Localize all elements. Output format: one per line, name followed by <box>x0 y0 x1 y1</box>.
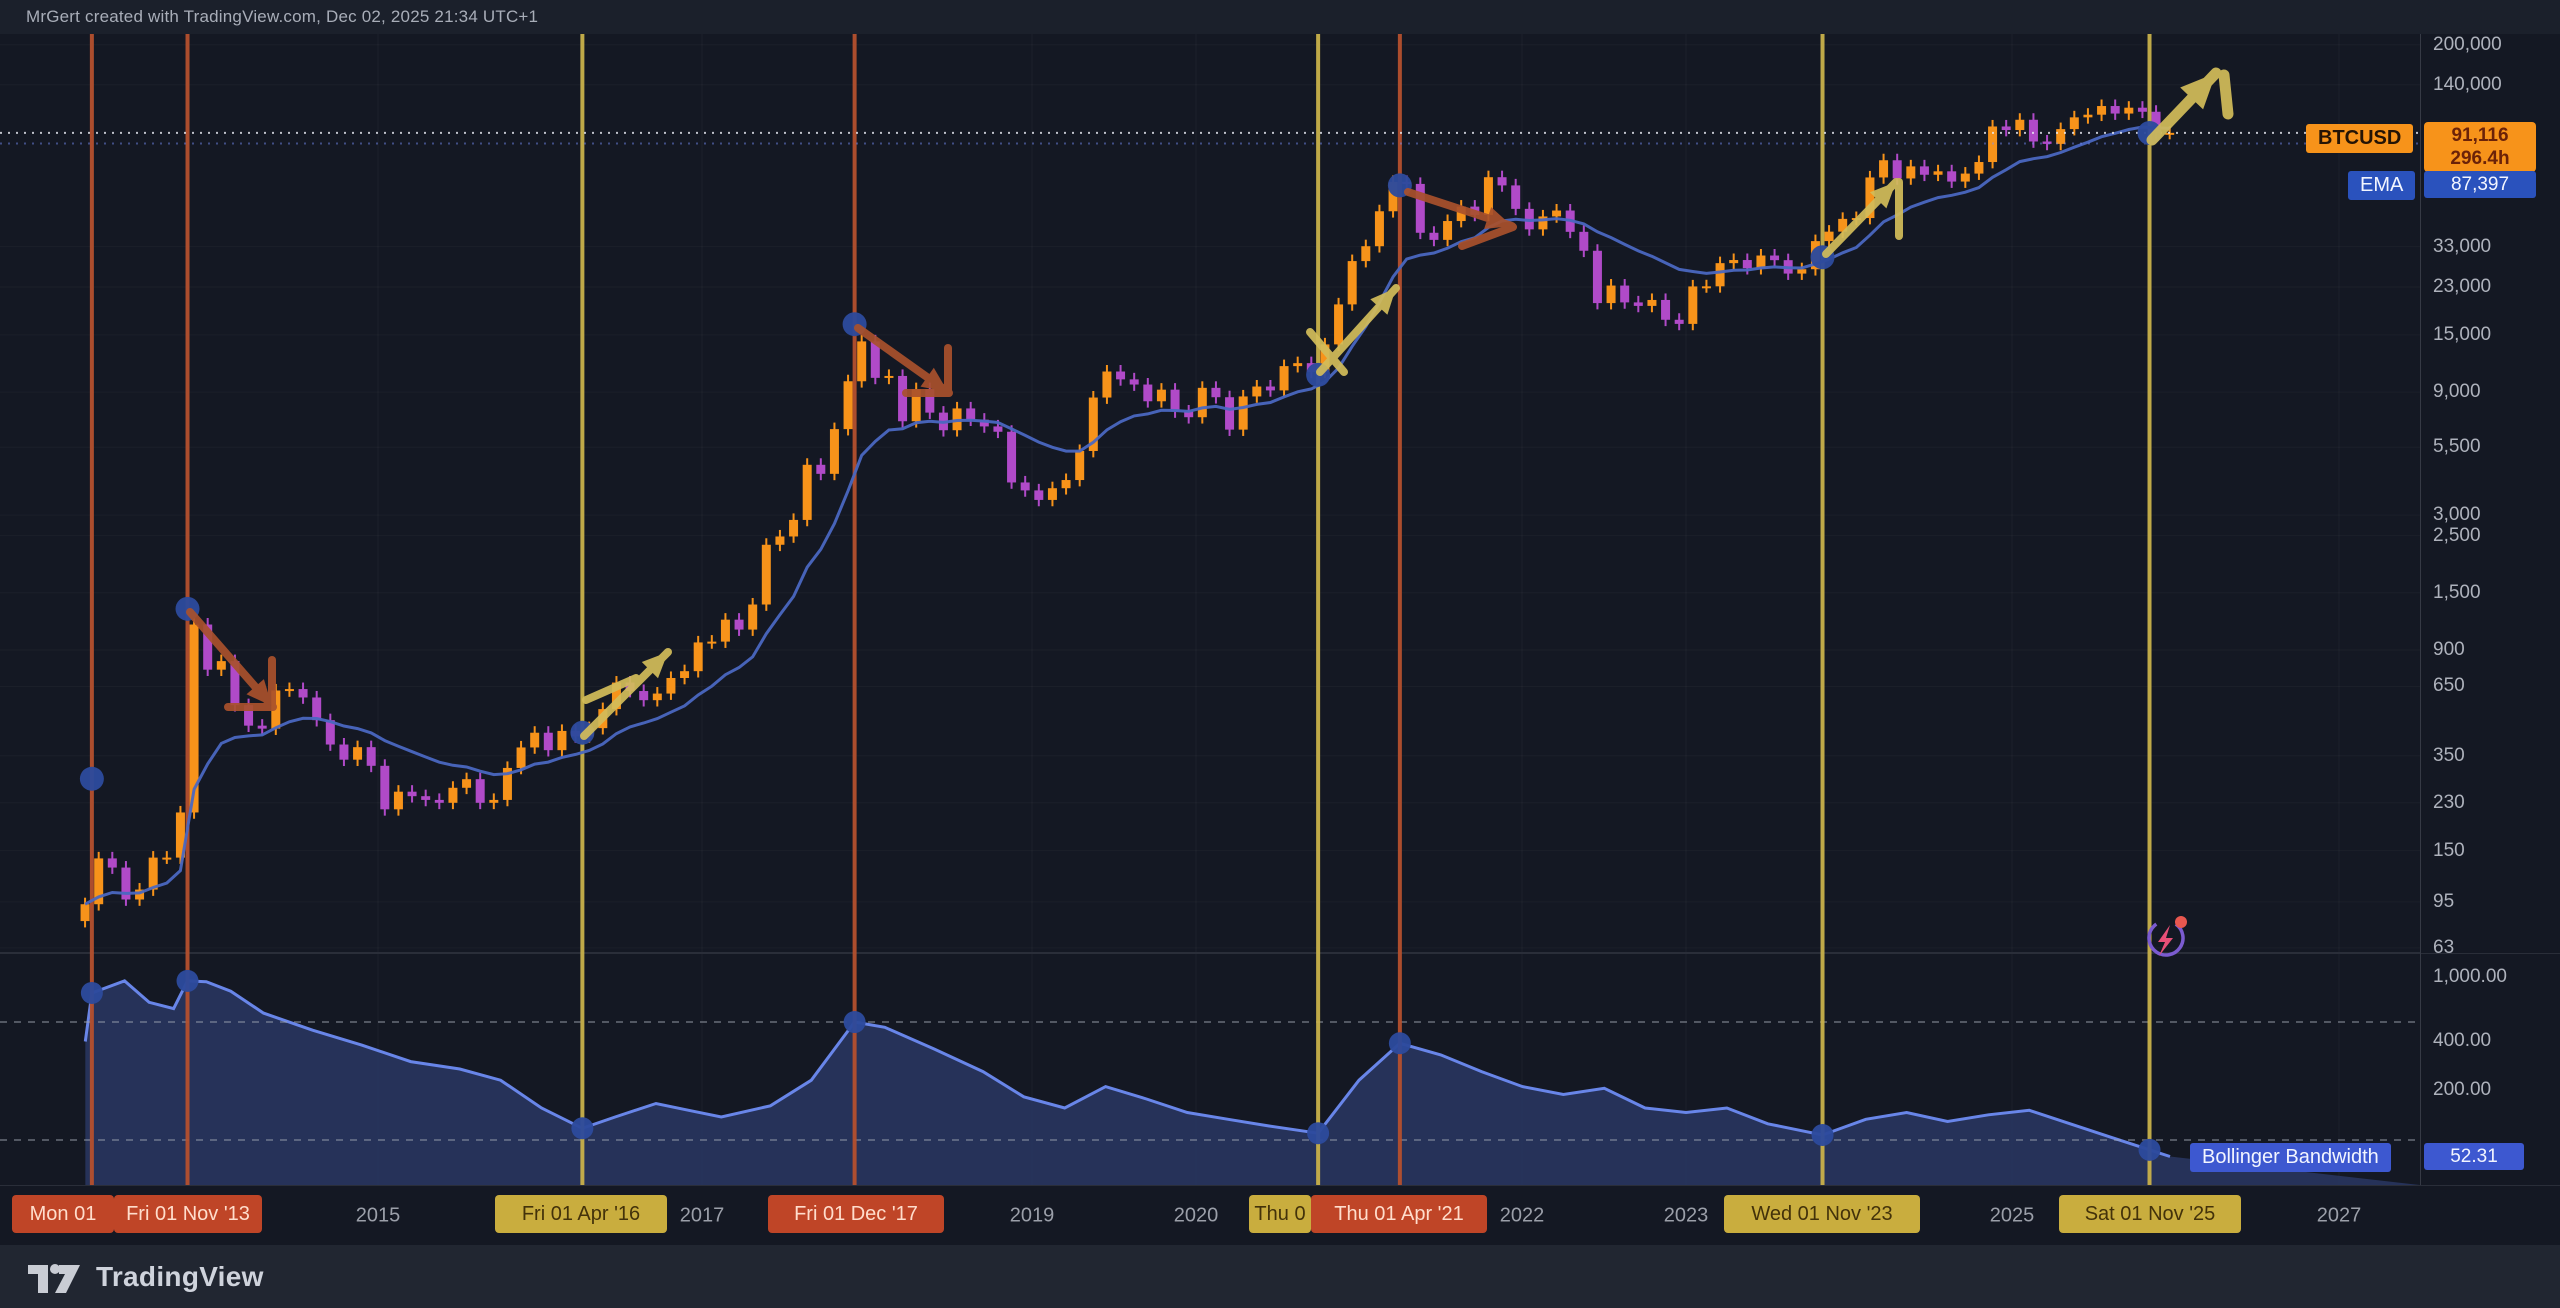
attribution-text: MrGert created with TradingView.com, Dec… <box>26 7 539 26</box>
time-axis-year-label: 2023 <box>1663 1204 1709 1227</box>
price-axis-label: 15,000 <box>2433 323 2492 345</box>
time-axis-year-label: 2020 <box>1173 1204 1219 1227</box>
price-axis-label: 350 <box>2433 744 2465 766</box>
indicator-marker-dot[interactable] <box>1307 1122 1330 1145</box>
indicator-marker-dot[interactable] <box>80 981 103 1004</box>
price-axis-label: 23,000 <box>2433 276 2492 298</box>
date-badge[interactable]: Fri 01 Dec '17 <box>768 1195 944 1233</box>
price-axis-label: 63 <box>2433 936 2455 958</box>
time-axis-year-label: 2015 <box>355 1204 401 1227</box>
chart-canvas[interactable] <box>0 0 2560 1245</box>
bollinger-bandwidth-plot <box>83 979 2420 1185</box>
drawing-arrow-yellow[interactable] <box>2146 67 2234 146</box>
date-badge[interactable]: Wed 01 Nov '23 <box>1724 1195 1920 1233</box>
indicator-marker-dot[interactable] <box>2138 1138 2161 1161</box>
price-axis-label: 1,500 <box>2433 581 2481 603</box>
tradingview-logo-icon[interactable] <box>26 1257 82 1297</box>
price-axis-label: 900 <box>2433 639 2465 660</box>
footer-brand-text[interactable]: TradingView <box>96 1260 264 1292</box>
price-axis-label: 650 <box>2433 675 2465 697</box>
attribution-bar: MrGert created with TradingView.com, Dec… <box>0 0 2560 34</box>
time-axis-year-label: 2027 <box>2316 1204 2362 1227</box>
price-axis[interactable]: 200,000 140,000 33,000 23,000 15,000 9,000 5,5… <box>2420 0 2560 1251</box>
price-axis-label: 5,500 <box>2433 436 2481 458</box>
axis-separator <box>2421 953 2560 954</box>
bar-countdown: 296.4h <box>2450 148 2510 169</box>
price-axis-label: 140,000 <box>2433 73 2502 95</box>
footer-bar: TradingView <box>0 1245 2560 1308</box>
drawing-arrow-yellow[interactable] <box>1306 284 1400 376</box>
price-axis-label: 9,000 <box>2433 381 2481 403</box>
drawing-arrow-brown[interactable] <box>854 324 953 397</box>
drawing-arrow-brown[interactable] <box>186 608 277 711</box>
indicator-marker-dot[interactable] <box>571 1117 594 1140</box>
date-badge[interactable]: Fri 01 Apr '16 <box>495 1195 667 1233</box>
ema-value-badge: 87,397 <box>2424 171 2536 198</box>
price-marker-dot[interactable] <box>79 766 104 791</box>
price-axis-label: 230 <box>2433 791 2465 813</box>
price-axis-label: 2,500 <box>2433 524 2481 546</box>
time-axis[interactable]: 2015 2017 2019 2020 2022 2023 2025 2027 Mon 01 Fr… <box>0 1185 2560 1246</box>
boost-flash-icon[interactable] <box>2142 914 2189 961</box>
date-badge[interactable]: Mon 01 <box>12 1195 114 1233</box>
price-axis-label: 33,000 <box>2433 235 2492 257</box>
date-badge[interactable]: Sat 01 Nov '25 <box>2059 1195 2241 1233</box>
drawing-arrow-yellow[interactable] <box>580 648 672 740</box>
date-badge[interactable]: Fri 01 Nov '13 <box>114 1195 262 1233</box>
time-axis-year-label: 2017 <box>679 1204 725 1227</box>
drawing-arrow-yellow[interactable] <box>1822 178 1903 258</box>
indicator-marker-dot[interactable] <box>1388 1032 1411 1055</box>
indicator-marker-dot[interactable] <box>176 969 199 992</box>
last-price-value: 91,116 <box>2451 125 2509 146</box>
price-axis-label: 95 <box>2433 890 2455 912</box>
indicator-marker-dot[interactable] <box>1811 1124 1834 1146</box>
indicator-axis-label: 1,000.00 <box>2433 966 2507 988</box>
price-axis-label: 150 <box>2433 839 2465 861</box>
time-axis-year-label: 2025 <box>1989 1204 2035 1227</box>
indicator-axis-label: 400.00 <box>2433 1030 2492 1052</box>
date-badge[interactable]: Thu 0 <box>1249 1195 1311 1233</box>
time-axis-year-label: 2022 <box>1499 1204 1545 1227</box>
time-axis-year-label: 2019 <box>1009 1204 1055 1227</box>
indicator-marker-dot[interactable] <box>843 1011 866 1034</box>
price-axis-label: 3,000 <box>2433 504 2481 526</box>
drawing-arrow-brown[interactable] <box>1404 188 1517 250</box>
price-axis-label: 200,000 <box>2433 33 2502 55</box>
date-badge[interactable]: Thu 01 Apr '21 <box>1311 1195 1487 1233</box>
indicator-axis-label: 200.00 <box>2433 1079 2492 1100</box>
bollinger-value-badge: 52.31 <box>2424 1143 2524 1170</box>
last-price-badge: 91,116 296.4h <box>2424 122 2536 172</box>
